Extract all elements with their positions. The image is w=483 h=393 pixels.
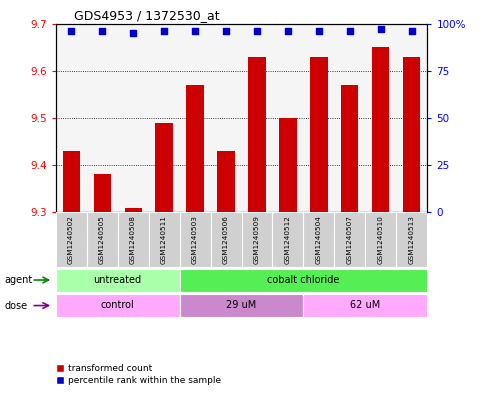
Point bbox=[346, 28, 354, 34]
Point bbox=[408, 28, 416, 34]
Text: 29 uM: 29 uM bbox=[227, 300, 256, 310]
Bar bbox=[248, 57, 266, 212]
Bar bbox=[211, 212, 242, 267]
Bar bbox=[62, 151, 80, 212]
Bar bbox=[311, 57, 327, 212]
Bar bbox=[94, 174, 111, 212]
Bar bbox=[180, 294, 303, 317]
Text: agent: agent bbox=[5, 275, 33, 285]
Bar bbox=[125, 208, 142, 212]
Text: GSM1240505: GSM1240505 bbox=[99, 215, 105, 264]
Point bbox=[253, 28, 261, 34]
Bar bbox=[303, 212, 334, 267]
Text: GSM1240504: GSM1240504 bbox=[316, 215, 322, 264]
Bar bbox=[366, 212, 397, 267]
Bar bbox=[272, 212, 303, 267]
Bar bbox=[156, 123, 172, 212]
Bar bbox=[341, 85, 358, 212]
Point bbox=[160, 28, 168, 34]
Bar bbox=[372, 47, 389, 212]
Point bbox=[284, 28, 292, 34]
Bar bbox=[149, 212, 180, 267]
Point bbox=[377, 26, 385, 32]
Text: dose: dose bbox=[5, 301, 28, 310]
Bar bbox=[397, 212, 427, 267]
Text: control: control bbox=[100, 300, 134, 310]
Point bbox=[191, 28, 199, 34]
Text: GSM1240509: GSM1240509 bbox=[254, 215, 260, 264]
Bar bbox=[303, 294, 427, 317]
Text: GSM1240510: GSM1240510 bbox=[378, 215, 384, 264]
Text: GSM1240503: GSM1240503 bbox=[192, 215, 198, 264]
Point bbox=[98, 28, 106, 34]
Point bbox=[67, 28, 75, 34]
Legend: transformed count, percentile rank within the sample: transformed count, percentile rank withi… bbox=[53, 360, 225, 389]
Bar bbox=[180, 212, 211, 267]
Text: GDS4953 / 1372530_at: GDS4953 / 1372530_at bbox=[74, 9, 220, 22]
Bar bbox=[334, 212, 366, 267]
Text: GSM1240512: GSM1240512 bbox=[285, 215, 291, 264]
Text: GSM1240508: GSM1240508 bbox=[130, 215, 136, 264]
Bar bbox=[56, 212, 86, 267]
Bar bbox=[186, 85, 203, 212]
Text: GSM1240506: GSM1240506 bbox=[223, 215, 229, 264]
Point bbox=[222, 28, 230, 34]
Bar bbox=[242, 212, 272, 267]
Text: GSM1240511: GSM1240511 bbox=[161, 215, 167, 264]
Bar bbox=[56, 294, 180, 317]
Bar bbox=[217, 151, 235, 212]
Bar bbox=[180, 268, 427, 292]
Bar bbox=[56, 268, 180, 292]
Text: cobalt chloride: cobalt chloride bbox=[267, 274, 340, 285]
Text: GSM1240502: GSM1240502 bbox=[68, 215, 74, 264]
Bar bbox=[86, 212, 117, 267]
Text: untreated: untreated bbox=[94, 274, 142, 285]
Text: 62 uM: 62 uM bbox=[350, 300, 381, 310]
Bar bbox=[403, 57, 421, 212]
Bar bbox=[117, 212, 149, 267]
Bar bbox=[280, 118, 297, 212]
Text: GSM1240513: GSM1240513 bbox=[409, 215, 415, 264]
Text: GSM1240507: GSM1240507 bbox=[347, 215, 353, 264]
Point bbox=[129, 30, 137, 36]
Point bbox=[315, 28, 323, 34]
